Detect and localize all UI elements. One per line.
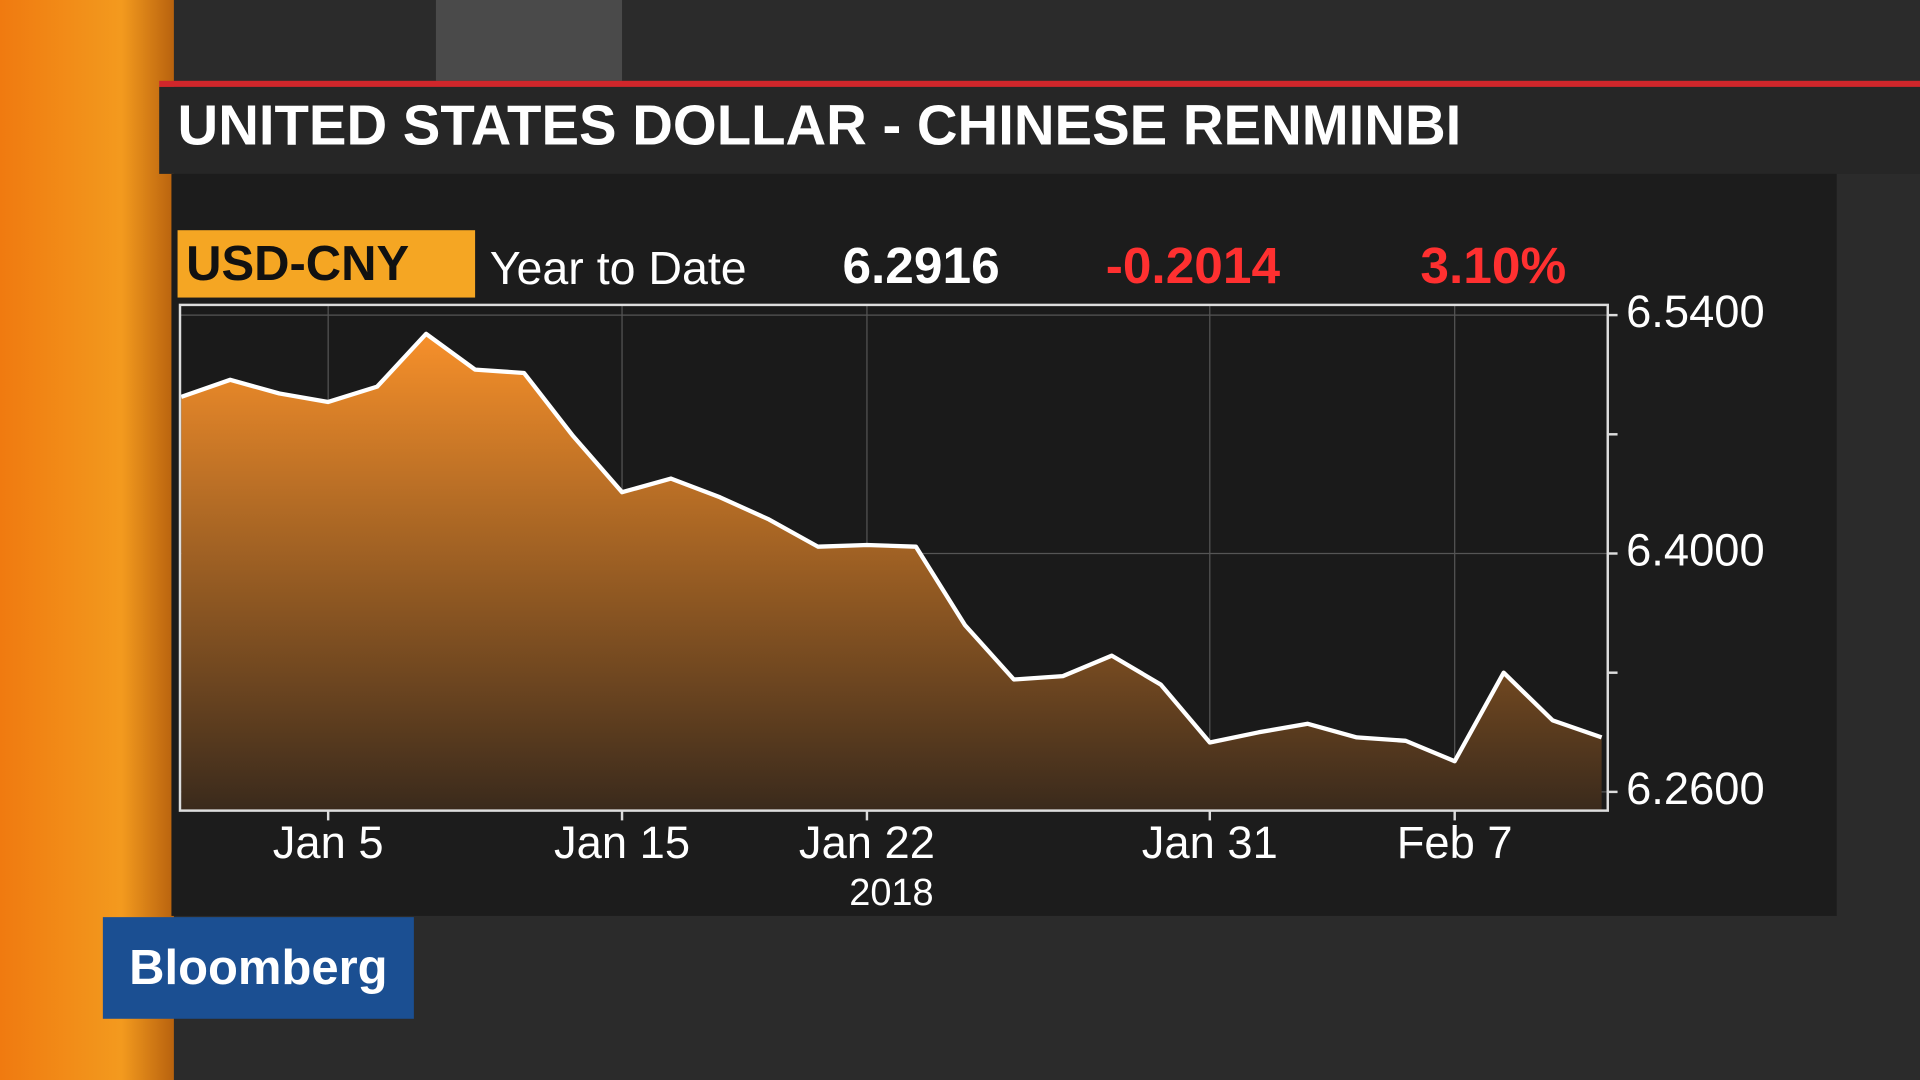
period: Year to Date: [490, 242, 747, 294]
chart-title: UNITED STATES DOLLAR - CHINESE RENMINBI: [178, 94, 1462, 157]
y-tick-label: 6.5400: [1626, 286, 1765, 337]
x-year-label: 2018: [849, 872, 933, 914]
area: [181, 333, 1602, 811]
ticker: USD-CNY: [186, 237, 409, 291]
line: [180, 331, 1603, 764]
change-pct: 3.10%: [1420, 236, 1566, 294]
plot-frame: [178, 303, 1609, 812]
brand: Bloomberg: [129, 941, 387, 995]
x-tick-label: Jan 15: [554, 817, 690, 868]
bg-block: [435, 0, 623, 81]
plot: 6.2600 6.4000 6.5400 Jan 5 Jan 15 Jan 22 Jan 3…: [178, 286, 1765, 914]
last-value: 6.2916: [842, 236, 999, 294]
x-tick-label: Feb 7: [1397, 817, 1513, 868]
side-strip: [0, 0, 174, 1080]
red-rule: [159, 80, 1920, 87]
y-tick-label: 6.2600: [1626, 763, 1765, 814]
change: -0.2014: [1106, 236, 1281, 294]
x-tick-label: Jan 22: [799, 817, 935, 868]
x-tick-label: Jan 5: [273, 817, 384, 868]
ticker-box: [177, 230, 476, 298]
y-tick-label: 6.4000: [1626, 524, 1765, 575]
title-band: [159, 86, 1920, 174]
brand-box: [102, 917, 414, 1019]
x-tick-label: Jan 31: [1142, 817, 1278, 868]
